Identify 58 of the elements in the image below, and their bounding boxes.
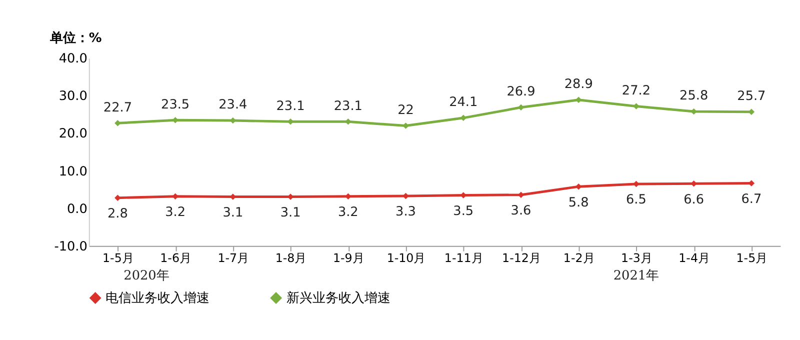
x-tick-label: 1-2月 bbox=[563, 251, 595, 266]
text: 2020年 bbox=[124, 268, 170, 284]
y-tick-label: 20.0 bbox=[58, 126, 88, 142]
data-label: 22 bbox=[398, 102, 414, 118]
point bbox=[575, 96, 582, 104]
point bbox=[518, 104, 524, 111]
data-label: 23.1 bbox=[276, 98, 305, 114]
point bbox=[460, 114, 466, 122]
data-label: 3.2 bbox=[165, 205, 186, 220]
x-tick-label: 1-4月 bbox=[678, 251, 710, 266]
legend-label: 电信业务收入增速 bbox=[106, 290, 210, 306]
x-tick-label: 1-6月 bbox=[160, 251, 192, 266]
x-tick-label: 1-5月 bbox=[736, 251, 768, 266]
data-label: 25.8 bbox=[680, 88, 708, 104]
data-label: 2.8 bbox=[107, 206, 128, 222]
point bbox=[690, 180, 697, 187]
point bbox=[518, 192, 524, 198]
x-tick-label: 1-12月 bbox=[502, 251, 541, 266]
data-label: 28.9 bbox=[564, 77, 593, 92]
data-label: 27.2 bbox=[622, 83, 651, 98]
data-label: 3.1 bbox=[280, 205, 301, 220]
x-tick-label: 1-9月 bbox=[332, 251, 364, 266]
y-tick-label: 30.0 bbox=[58, 89, 88, 104]
point bbox=[287, 118, 294, 125]
y-axis-title: 单位：% bbox=[48, 30, 102, 46]
legend-label: 新兴业务收入增速 bbox=[286, 290, 390, 306]
data-label: 6.7 bbox=[741, 192, 762, 207]
data-label: 24.1 bbox=[449, 95, 478, 110]
data-label: 6.5 bbox=[626, 192, 646, 208]
x-tick-label: 1-11月 bbox=[444, 251, 484, 266]
x-tick-label: 1-3月 bbox=[621, 251, 652, 266]
point bbox=[575, 183, 582, 190]
text: 2021年 bbox=[613, 268, 660, 284]
data-label: 3.1 bbox=[222, 205, 244, 220]
data-label: 5.8 bbox=[568, 195, 589, 210]
y-tick-label: 0.0 bbox=[67, 202, 88, 217]
data-label: 26.9 bbox=[506, 84, 536, 100]
data-label: 23.4 bbox=[218, 98, 248, 113]
point bbox=[690, 108, 697, 115]
data-label: 23.5 bbox=[161, 97, 190, 112]
data-label: 23.1 bbox=[334, 98, 362, 114]
x-tick-label: 1-7月 bbox=[218, 251, 250, 266]
data-label: 3.5 bbox=[453, 204, 474, 219]
y-tick-label: 40.0 bbox=[58, 52, 88, 67]
x-tick-label: 1-5月 bbox=[102, 251, 134, 266]
data-label: 3.2 bbox=[338, 205, 358, 220]
data-label: 6.6 bbox=[684, 192, 704, 208]
data-label: 3.6 bbox=[510, 204, 532, 219]
data-label: 3.3 bbox=[396, 204, 416, 220]
point bbox=[748, 108, 755, 116]
point bbox=[402, 192, 409, 200]
x-tick-label: 1-8月 bbox=[275, 251, 307, 266]
x-tick-label: 1-10月 bbox=[386, 251, 426, 266]
y-tick-label: 10.0 bbox=[58, 164, 88, 180]
data-label: 22.7 bbox=[103, 100, 132, 116]
y-tick-label: -10.0 bbox=[54, 239, 88, 254]
data-label: 25.7 bbox=[737, 89, 766, 104]
point bbox=[633, 180, 640, 188]
